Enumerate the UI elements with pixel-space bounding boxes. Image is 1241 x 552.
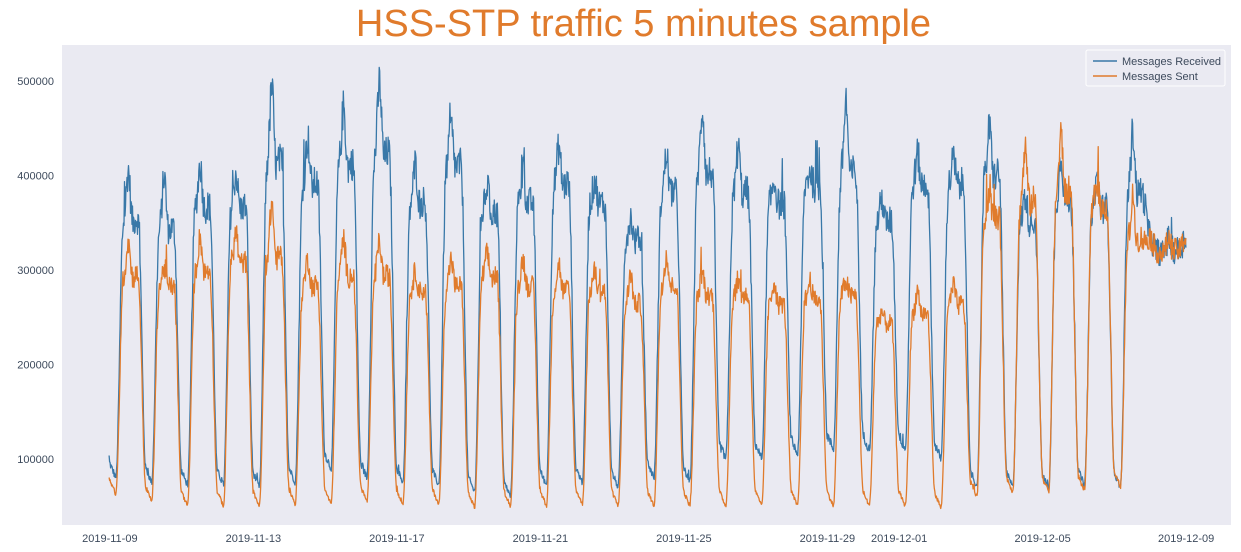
x-tick-label: 2019-11-13 bbox=[226, 533, 281, 545]
x-tick-label: 2019-11-21 bbox=[513, 533, 568, 545]
y-tick-label: 400000 bbox=[17, 170, 54, 182]
legend bbox=[1085, 49, 1226, 87]
x-tick-label: 2019-11-09 bbox=[82, 533, 137, 545]
y-tick-label: 100000 bbox=[17, 454, 54, 466]
x-tick-label: 2019-12-01 bbox=[871, 533, 927, 545]
series-line-messages-sent bbox=[108, 122, 1187, 510]
x-tick-label: 2019-11-25 bbox=[656, 533, 711, 545]
chart-title: HSS-STP traffic 5 minutes sample bbox=[355, 3, 932, 45]
y-tick-label: 200000 bbox=[17, 359, 54, 371]
y-tick-label: 300000 bbox=[17, 265, 54, 277]
legend-label: Messages Received bbox=[1122, 56, 1221, 68]
x-tick-label: 2019-11-17 bbox=[369, 533, 424, 545]
legend-label: Messages Sent bbox=[1122, 71, 1198, 83]
y-tick-label: 500000 bbox=[17, 76, 54, 88]
x-tick-label: 2019-12-09 bbox=[1158, 533, 1214, 545]
x-tick-label: 2019-12-05 bbox=[1015, 533, 1071, 545]
x-tick-label: 2019-11-29 bbox=[800, 533, 855, 545]
